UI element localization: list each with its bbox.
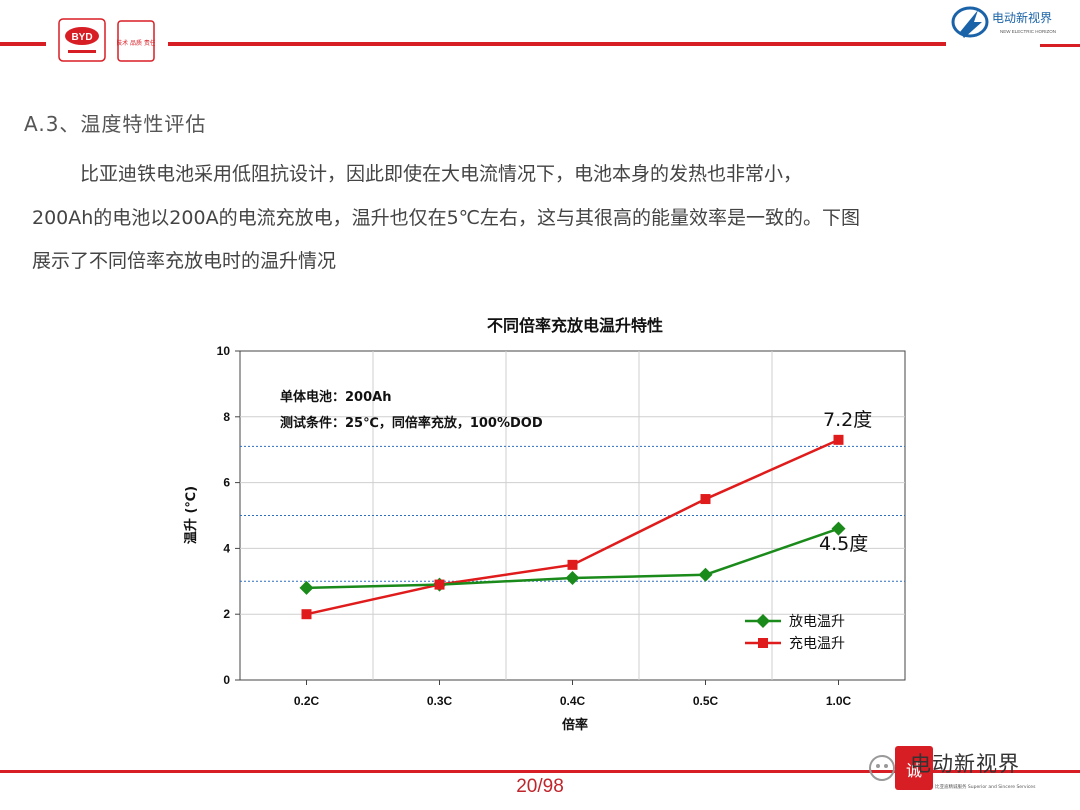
- legend-marker: [758, 638, 768, 648]
- charge-point: [833, 434, 844, 445]
- series-group: [299, 434, 846, 620]
- legend-label: 充电温升: [789, 636, 845, 652]
- logo-text: BYD: [71, 32, 92, 43]
- brand-text: 电动新视界: [992, 10, 1052, 25]
- y-tick-label: 2: [223, 607, 230, 621]
- footer-line: [0, 770, 1080, 773]
- y-tick-label: 0: [223, 673, 230, 687]
- watermark-logo: 诚 比亚迪精诚服务 Superior and Sincere Services: [869, 746, 1036, 790]
- chart-title: 不同倍率充放电温升特性: [487, 316, 663, 335]
- svg-text:诚: 诚: [906, 761, 922, 780]
- charge-point: [700, 494, 711, 505]
- header-line-left: [0, 42, 46, 46]
- legend-marker: [756, 614, 770, 628]
- quality-seal: 技术 品质 责任: [117, 20, 155, 62]
- header-line-far-right: [1040, 44, 1080, 47]
- paragraph-line-3: 展示了不同倍率充放电时的温升情况: [32, 250, 337, 272]
- y-axis-label: 温升 (℃): [183, 486, 199, 544]
- x-tick-label: 1.0C: [826, 694, 852, 708]
- watermark-text: 电动新视界: [910, 752, 1020, 776]
- label-charge-peak: 7.2度: [823, 409, 872, 431]
- gridlines: [240, 351, 905, 680]
- y-tick-label: 4: [223, 541, 230, 555]
- y-tick-label: 10: [217, 344, 231, 358]
- x-axis-ticks: 0.2C 0.3C 0.4C 0.5C 1.0C: [294, 680, 852, 708]
- charge-point: [434, 579, 445, 590]
- label-discharge-peak: 4.5度: [819, 533, 868, 555]
- y-tick-label: 8: [223, 410, 230, 424]
- annotation-conditions: 测试条件：25℃，同倍率充放，100%DOD: [280, 415, 543, 431]
- discharge-point: [299, 580, 314, 595]
- discharge-point: [831, 521, 846, 536]
- seal-text: 技术 品质 责任: [117, 39, 155, 47]
- annotation-cell: 单体电池：200Ah: [280, 389, 391, 405]
- x-tick-label: 0.5C: [693, 694, 719, 708]
- temperature-rise-chart: 不同倍率充放电温升特性 0 2 4 6 8 10 0.2C 0.3C 0.4C 0.5C 1.0C…: [183, 316, 906, 733]
- x-axis-label: 倍率: [562, 717, 588, 733]
- x-tick-label: 0.2C: [294, 694, 320, 708]
- byd-logo: BYD: [58, 18, 106, 62]
- section-heading: A.3、温度特性评估: [24, 112, 207, 136]
- y-tick-label: 6: [223, 476, 230, 490]
- watermark-subtext: 比亚迪精诚服务 Superior and Sincere Services: [935, 783, 1036, 790]
- x-tick-label: 0.4C: [560, 694, 586, 708]
- brand-subtext: NEW ELECTRIC HORIZON: [1000, 29, 1056, 34]
- discharge-point: [565, 571, 580, 586]
- page-number: 20/98: [516, 776, 564, 797]
- paragraph-line-1: 比亚迪铁电池采用低阻抗设计，因此即使在大电流情况下，电池本身的发热也非常小，: [80, 163, 803, 185]
- legend-label: 放电温升: [789, 614, 845, 630]
- charge-point: [301, 609, 312, 620]
- y-axis-ticks: 0 2 4 6 8 10: [217, 344, 240, 687]
- charge-point: [567, 559, 578, 570]
- discharge-point: [698, 567, 713, 582]
- x-tick-label: 0.3C: [427, 694, 453, 708]
- brand-logo: 电动新视界 NEW ELECTRIC HORIZON: [951, 6, 1056, 38]
- header-line-right: [168, 42, 946, 46]
- paragraph-line-2: 200Ah的电池以200A的电流充放电，温升也仅在5℃左右，这与其很高的能量效率…: [32, 207, 860, 229]
